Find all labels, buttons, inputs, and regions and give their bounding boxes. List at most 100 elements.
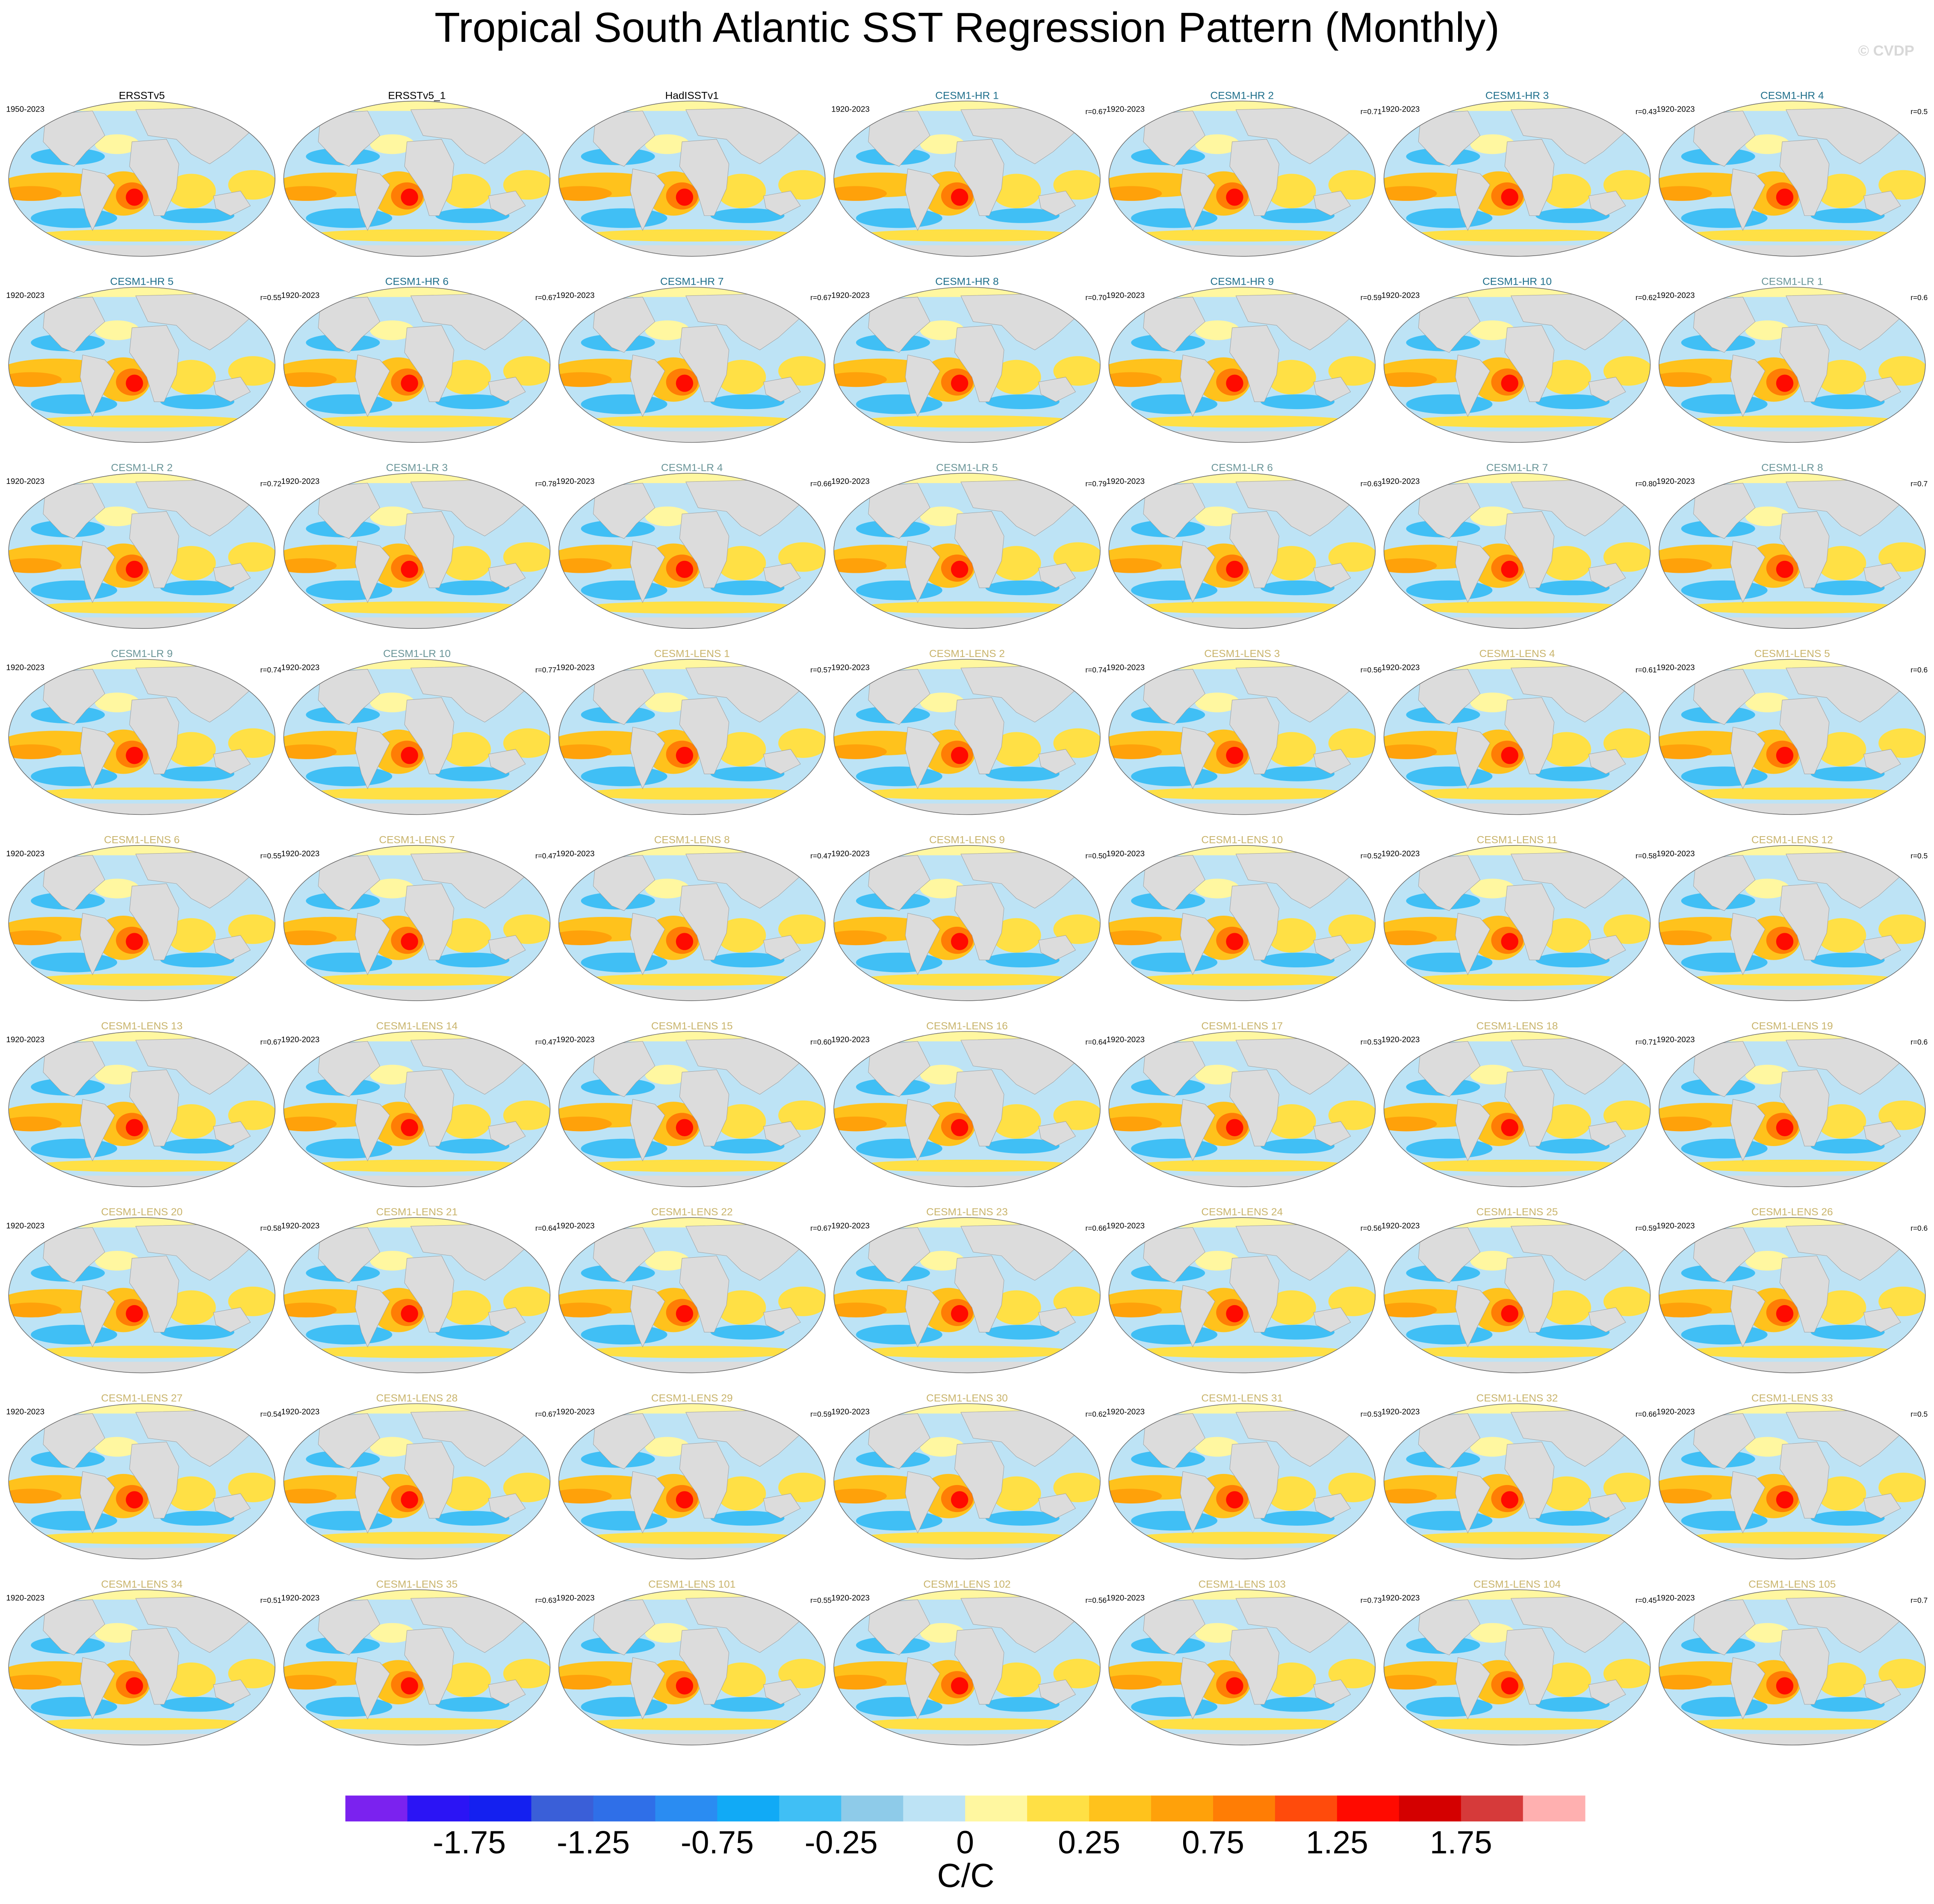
panel-title: CESM1-HR 6: [385, 276, 449, 288]
panel-title: CESM1-LENS 7: [379, 834, 455, 846]
colorbar-box: [593, 1795, 656, 1821]
colorbar-box: [1089, 1795, 1152, 1821]
colorbar-box: [1523, 1795, 1586, 1821]
map-panel: CESM1-LENS 13 1920-2023 r=0.67: [0, 1020, 281, 1191]
panel-title: CESM1-LR 8: [1761, 462, 1823, 474]
map: [1100, 285, 1378, 446]
map: [550, 1215, 828, 1376]
panel-title: CESM1-LENS 9: [929, 834, 1005, 846]
map: [1375, 1215, 1653, 1376]
map-panel: CESM1-LENS 25 1920-2023 r=0.59: [1375, 1206, 1656, 1376]
panel-correlation: r=0.67: [1085, 107, 1107, 116]
panel-period: 1920-2023: [1106, 291, 1145, 300]
panel-title: HadISSTv1: [665, 90, 719, 101]
map-panel: CESM1-LENS 20 1920-2023 r=0.58: [0, 1206, 281, 1376]
panel-period: 1920-2023: [831, 1407, 870, 1416]
map-panel: CESM1-HR 9 1920-2023 r=0.59: [1100, 276, 1382, 446]
map: [275, 285, 552, 446]
panel-period: 1920-2023: [281, 849, 320, 858]
panel-correlation: r=0.62: [1636, 293, 1657, 302]
panel-title: CESM1-HR 2: [1211, 90, 1274, 101]
panel-title: CESM1-LENS 29: [651, 1393, 733, 1404]
panel-title: CESM1-HR 7: [660, 276, 723, 288]
map: [550, 843, 828, 1005]
map-panel: CESM1-LENS 105 1920-2023 r=0.7: [1651, 1579, 1928, 1749]
map-panel: CESM1-LENS 10 1920-2023 r=0.52: [1100, 834, 1382, 1005]
panel-title: CESM1-LENS 21: [376, 1206, 458, 1218]
panel-correlation: r=0.47: [535, 852, 557, 860]
map: [1100, 1029, 1378, 1191]
panel-period: 1920-2023: [1106, 1593, 1145, 1602]
map-panel: CESM1-LENS 14 1920-2023 r=0.47: [275, 1020, 556, 1191]
panel-title: CESM1-LENS 30: [926, 1393, 1008, 1404]
colorbar-box: [531, 1795, 594, 1821]
map: [1100, 1215, 1378, 1376]
colorbar-box: [1213, 1795, 1276, 1821]
colorbar-tick-label: 1.25: [1306, 1824, 1368, 1860]
panel-title: CESM1-LENS 22: [651, 1206, 733, 1218]
map-panel: CESM1-LENS 5 1920-2023 r=0.6: [1651, 648, 1928, 818]
panel-period: 1920-2023: [1382, 1035, 1420, 1044]
panel-correlation: r=0.47: [810, 852, 832, 860]
map-panel: CESM1-LR 10 1920-2023 r=0.77: [275, 648, 556, 818]
map-panel: CESM1-LENS 23 1920-2023 r=0.66: [825, 1206, 1107, 1376]
map: [275, 1215, 552, 1376]
panel-period: 1920-2023: [281, 1035, 320, 1044]
panel-period: 1920-2023: [1656, 1221, 1695, 1230]
panel-period: 1920-2023: [1382, 849, 1420, 858]
map: [0, 843, 278, 1005]
map-panel: CESM1-LENS 19 1920-2023 r=0.6: [1651, 1020, 1928, 1191]
panel-period: 1920-2023: [281, 1593, 320, 1602]
map: [1375, 471, 1653, 632]
panel-period: 1920-2023: [1656, 105, 1695, 114]
colorbar-box: [903, 1795, 966, 1821]
panel-correlation: r=0.62: [1085, 1410, 1107, 1418]
panel-title: CESM1-LENS 6: [104, 834, 180, 846]
panel-period: 1920-2023: [281, 291, 320, 300]
panel-title: CESM1-LENS 18: [1476, 1020, 1558, 1032]
panel-period: 1920-2023: [1656, 477, 1695, 486]
panel-period: 1920-2023: [556, 1407, 595, 1416]
panel-period: 1920-2023: [831, 105, 870, 114]
map-panel: ERSSTv5 1950-2023: [0, 90, 278, 260]
colorbar-box: [469, 1795, 532, 1821]
panel-period: 1920-2023: [6, 1407, 44, 1416]
map: [1100, 1587, 1378, 1749]
panel-title: CESM1-LENS 16: [926, 1020, 1008, 1032]
map-panel: CESM1-LENS 29 1920-2023 r=0.59: [550, 1393, 832, 1563]
map: [1651, 843, 1928, 1005]
colorbar-box: [1337, 1795, 1400, 1821]
panel-title: ERSSTv5: [119, 90, 165, 101]
watermark: © CVDP: [1858, 43, 1914, 59]
panel-period: 1920-2023: [1656, 291, 1695, 300]
map: [1651, 1029, 1928, 1191]
panel-period: 1920-2023: [1656, 663, 1695, 672]
map: [0, 657, 278, 819]
map: [825, 1215, 1103, 1376]
map: [0, 1587, 278, 1749]
panel-title: CESM1-LENS 103: [1199, 1579, 1286, 1590]
map: [1651, 657, 1928, 819]
colorbar-tick-label: 0.25: [1058, 1824, 1120, 1860]
panel-correlation: r=0.72: [260, 480, 282, 488]
map-panel: CESM1-HR 5 1920-2023 r=0.55: [0, 276, 281, 446]
map-panel: CESM1-LENS 4 1920-2023 r=0.61: [1375, 648, 1656, 818]
map: [1651, 285, 1928, 446]
panel-correlation: r=0.53: [1361, 1037, 1382, 1046]
panel-correlation: r=0.7: [1910, 480, 1928, 488]
map-panel: CESM1-LENS 16 1920-2023 r=0.64: [825, 1020, 1107, 1191]
panel-title: CESM1-LENS 8: [654, 834, 730, 846]
panel-period: 1920-2023: [1382, 291, 1420, 300]
panel-period: 1920-2023: [6, 1221, 44, 1230]
map-panel: CESM1-LR 3 1920-2023 r=0.78: [275, 462, 556, 632]
panel-title: CESM1-LR 10: [383, 648, 451, 660]
panel-period: 1920-2023: [1106, 105, 1145, 114]
panel-period: 1920-2023: [1106, 477, 1145, 486]
map-panel: CESM1-LENS 24 1920-2023 r=0.56: [1100, 1206, 1382, 1376]
map: [550, 1029, 828, 1191]
panel-title: CESM1-HR 5: [110, 276, 174, 288]
panel-period: 1920-2023: [281, 1407, 320, 1416]
map-panel: CESM1-LENS 18 1920-2023 r=0.71: [1375, 1020, 1656, 1191]
map: [550, 1587, 828, 1749]
